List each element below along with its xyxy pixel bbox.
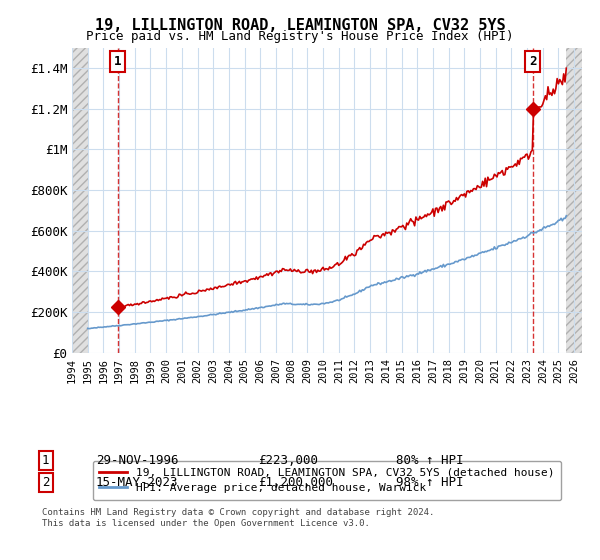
Legend: 19, LILLINGTON ROAD, LEAMINGTON SPA, CV32 5YS (detached house), HPI: Average pri: 19, LILLINGTON ROAD, LEAMINGTON SPA, CV3… — [93, 461, 561, 500]
Text: 1: 1 — [114, 55, 121, 68]
Text: £223,000: £223,000 — [258, 454, 318, 467]
Text: 15-MAY-2023: 15-MAY-2023 — [96, 476, 179, 489]
Text: Contains HM Land Registry data © Crown copyright and database right 2024.
This d: Contains HM Land Registry data © Crown c… — [42, 508, 434, 528]
Bar — [72, 48, 88, 353]
Text: 80% ↑ HPI: 80% ↑ HPI — [396, 454, 463, 467]
Text: 29-NOV-1996: 29-NOV-1996 — [96, 454, 179, 467]
Text: 2: 2 — [529, 55, 536, 68]
Text: 2: 2 — [42, 476, 50, 489]
Bar — [566, 48, 582, 353]
Text: £1,200,000: £1,200,000 — [258, 476, 333, 489]
Text: 1: 1 — [42, 454, 50, 467]
Text: Price paid vs. HM Land Registry's House Price Index (HPI): Price paid vs. HM Land Registry's House … — [86, 30, 514, 43]
Text: 19, LILLINGTON ROAD, LEAMINGTON SPA, CV32 5YS: 19, LILLINGTON ROAD, LEAMINGTON SPA, CV3… — [95, 18, 505, 33]
Text: 98% ↑ HPI: 98% ↑ HPI — [396, 476, 463, 489]
